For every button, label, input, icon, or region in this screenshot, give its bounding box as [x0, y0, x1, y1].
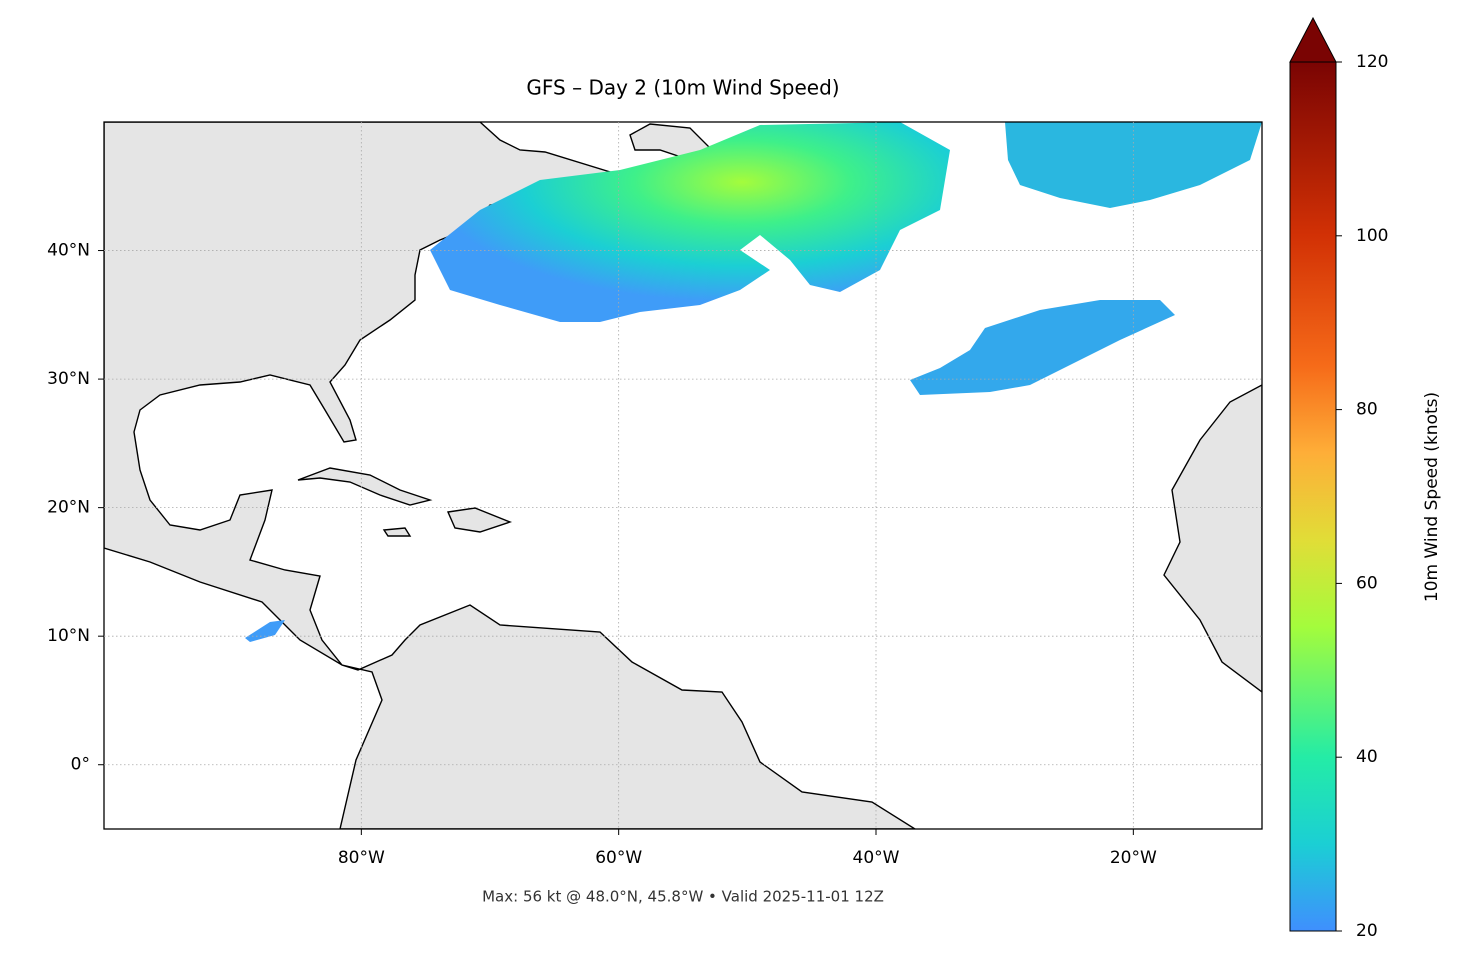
footer: Max: 56 kt @ 48.0°N, 45.8°W • Valid 2025…: [482, 888, 884, 906]
title: GFS – Day 2 (10m Wind Speed): [526, 76, 839, 100]
wind-field: [1005, 122, 1262, 208]
colorbar-tick-label: 60: [1356, 573, 1378, 593]
colorbar-tick-label: 40: [1356, 747, 1378, 767]
y-tick-label: 20°N: [47, 498, 90, 518]
colorbar-tick-label: 20: [1356, 921, 1378, 941]
y-tick-label: 10°N: [47, 626, 90, 646]
wind-field: [245, 620, 285, 642]
cuba: [297, 467, 433, 506]
land: [104, 122, 917, 829]
colorbar: [1289, 61, 1337, 932]
x-tick-label: 40°W: [853, 848, 900, 868]
x-tick-label: 60°W: [595, 848, 642, 868]
x-tick-label: 80°W: [338, 848, 385, 868]
y-tick-label: 40°N: [47, 241, 90, 261]
x-tick-label: 20°W: [1110, 848, 1157, 868]
wind-field: [430, 122, 950, 322]
y-tick-label: 0°: [71, 755, 90, 775]
jamaica: [382, 527, 412, 537]
map-area: [104, 122, 1262, 829]
colorbar-extend: [1289, 16, 1337, 63]
colorbar-tick-label: 120: [1356, 52, 1388, 72]
colorbar-tick-label: 100: [1356, 226, 1388, 246]
colorbar-label: 10m Wind Speed (knots): [1422, 392, 1442, 602]
y-tick-label: 30°N: [47, 369, 90, 389]
africa: [1163, 384, 1262, 693]
colorbar-tick-label: 80: [1356, 400, 1378, 420]
wind-field: [910, 300, 1175, 395]
map-frame: [103, 121, 1263, 830]
hispaniola: [446, 507, 513, 533]
